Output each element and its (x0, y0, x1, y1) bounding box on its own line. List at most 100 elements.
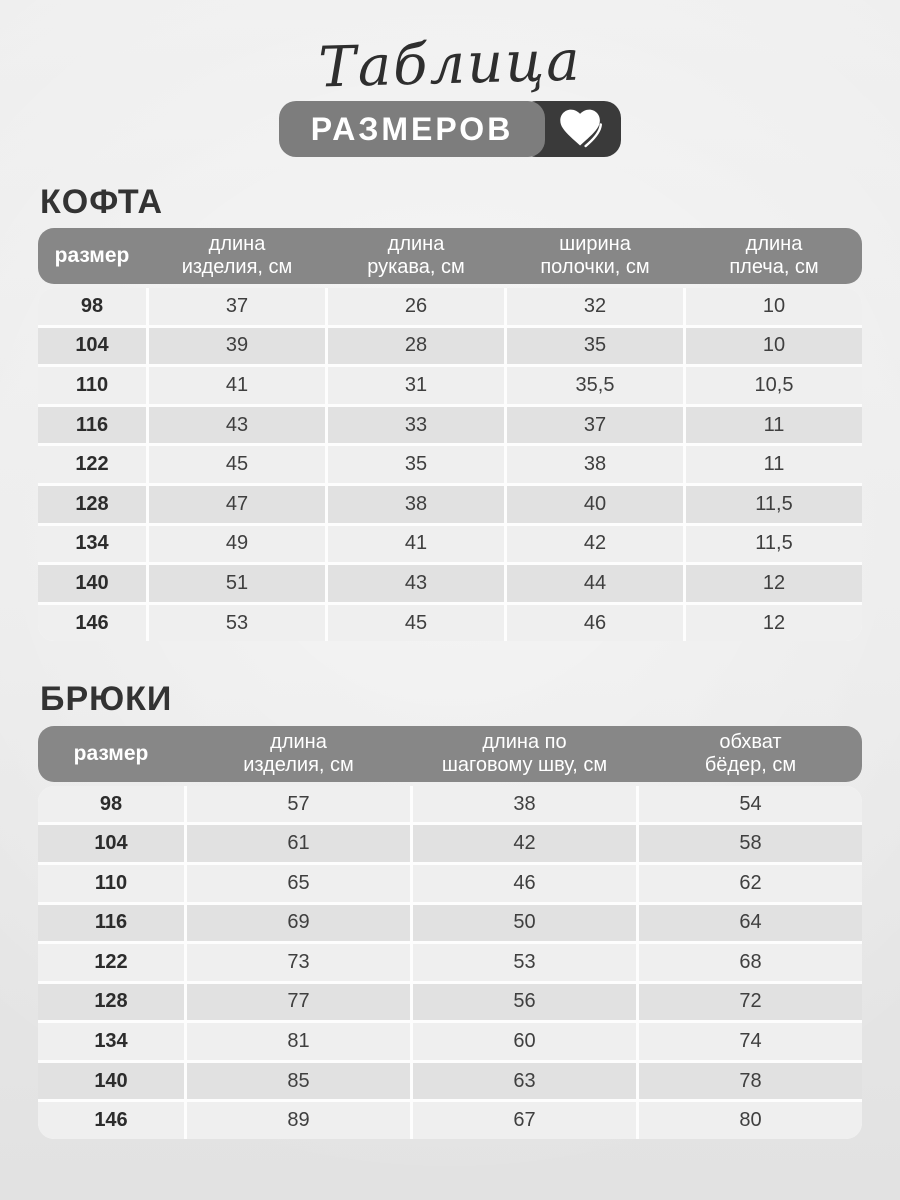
value-cell: 41 (328, 525, 504, 563)
value-cell: 81 (187, 1023, 410, 1060)
column-header: длина изделия, см (243, 731, 354, 776)
value-cell: 72 (639, 983, 862, 1021)
value-cell: 56 (413, 983, 636, 1021)
column-header: обхват бёдер, см (704, 731, 797, 776)
size-cell: 122 (38, 944, 184, 981)
value-cell: 43 (149, 406, 325, 444)
value-cell: 37 (507, 406, 683, 444)
size-cell: 116 (38, 406, 146, 444)
value-cell: 11 (686, 446, 862, 483)
column-header: длина изделия, см (181, 233, 293, 278)
value-cell: 11,5 (686, 485, 862, 523)
value-cell: 35 (328, 446, 504, 483)
value-cell: 62 (639, 864, 862, 902)
value-cell: 53 (149, 604, 325, 642)
section-title-kofta: КОФТА (40, 182, 164, 221)
value-cell: 73 (187, 944, 410, 981)
value-cell: 41 (149, 367, 325, 404)
bryuki-table-header: размер длина изделия, см длина по шаговому… (38, 725, 862, 782)
section-kofta: КОФТА размер длина изделия, см длина рукав… (38, 182, 862, 642)
value-cell: 67 (413, 1102, 636, 1140)
column-header: длина по шаговому шву, см (441, 731, 608, 776)
size-cell: 128 (38, 485, 146, 523)
value-cell: 12 (686, 565, 862, 602)
value-cell: 89 (187, 1102, 410, 1140)
value-cell: 69 (187, 904, 410, 942)
value-cell: 46 (413, 864, 636, 902)
value-cell: 63 (413, 1062, 636, 1100)
value-cell: 51 (149, 565, 325, 602)
value-cell: 38 (328, 485, 504, 523)
size-cell: 110 (38, 864, 184, 902)
title-badge-group: РАЗМЕРОВ (0, 100, 900, 158)
value-cell: 61 (187, 825, 410, 862)
value-cell: 74 (639, 1023, 862, 1060)
size-cell: 98 (38, 287, 146, 325)
value-cell: 12 (686, 604, 862, 642)
bryuki-table-body: 98 57 38 54 104 61 42 58 110 65 46 62 116 69 50 64 122 73… (38, 785, 862, 1140)
size-column-header: размер (73, 741, 149, 765)
value-cell: 78 (639, 1062, 862, 1100)
section-bryuki: БРЮКИ размер длина изделия, см длина по ша… (38, 680, 862, 1140)
value-cell: 10 (686, 327, 862, 365)
size-cell: 134 (38, 525, 146, 563)
size-cell: 98 (38, 785, 184, 823)
size-column-header: размер (54, 244, 130, 268)
value-cell: 65 (187, 864, 410, 902)
value-cell: 11 (686, 406, 862, 444)
kofta-table-body: 98 37 26 32 10 104 39 28 35 10 110 41 31 35,5 10,5 116 4… (38, 287, 862, 642)
value-cell: 53 (413, 944, 636, 981)
value-cell: 64 (639, 904, 862, 942)
value-cell: 43 (328, 565, 504, 602)
value-cell: 58 (639, 825, 862, 862)
size-cell: 110 (38, 367, 146, 404)
value-cell: 42 (507, 525, 683, 563)
value-cell: 32 (507, 287, 683, 325)
value-cell: 26 (328, 287, 504, 325)
value-cell: 10 (686, 287, 862, 325)
size-cell: 104 (38, 327, 146, 365)
value-cell: 42 (413, 825, 636, 862)
value-cell: 37 (149, 287, 325, 325)
value-cell: 28 (328, 327, 504, 365)
size-cell: 128 (38, 983, 184, 1021)
size-cell: 116 (38, 904, 184, 942)
value-cell: 11,5 (686, 525, 862, 563)
value-cell: 85 (187, 1062, 410, 1100)
heart-icon (560, 109, 603, 147)
value-cell: 10,5 (686, 367, 862, 404)
value-cell: 68 (639, 944, 862, 981)
value-cell: 40 (507, 485, 683, 523)
hero-header: Таблица РАЗМЕРОВ (0, 0, 900, 158)
title-badge-label: РАЗМЕРОВ (278, 100, 546, 157)
size-cell: 140 (38, 1062, 184, 1100)
size-cell: 104 (38, 825, 184, 862)
value-cell: 38 (413, 785, 636, 823)
page-title-script: Таблица (317, 28, 583, 101)
column-header: длина плеча, см (729, 233, 819, 278)
value-cell: 33 (328, 406, 504, 444)
size-cell: 122 (38, 446, 146, 483)
value-cell: 49 (149, 525, 325, 563)
value-cell: 60 (413, 1023, 636, 1060)
value-cell: 38 (507, 446, 683, 483)
size-cell: 146 (38, 604, 146, 642)
value-cell: 46 (507, 604, 683, 642)
value-cell: 80 (639, 1102, 862, 1140)
value-cell: 35,5 (507, 367, 683, 404)
value-cell: 31 (328, 367, 504, 404)
section-title-bryuki: БРЮКИ (40, 680, 173, 719)
value-cell: 45 (328, 604, 504, 642)
column-header: длина рукава, см (367, 233, 465, 278)
kofta-table-header: размер длина изделия, см длина рукава, см ш… (38, 227, 862, 284)
value-cell: 44 (507, 565, 683, 602)
value-cell: 77 (187, 983, 410, 1021)
value-cell: 45 (149, 446, 325, 483)
value-cell: 39 (149, 327, 325, 365)
value-cell: 50 (413, 904, 636, 942)
value-cell: 47 (149, 485, 325, 523)
value-cell: 57 (187, 785, 410, 823)
size-cell: 140 (38, 565, 146, 602)
size-cell: 146 (38, 1102, 184, 1140)
